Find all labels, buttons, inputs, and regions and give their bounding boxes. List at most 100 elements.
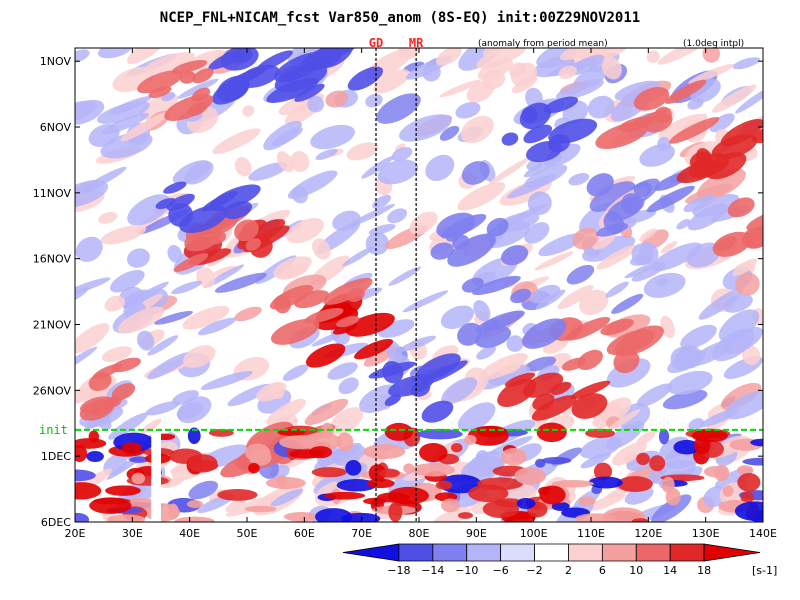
anomaly-cell (578, 496, 596, 506)
anomaly-cell (709, 113, 735, 133)
colorbar-swatch (635, 543, 671, 562)
anomaly-cell (662, 389, 708, 410)
anomaly-cell (234, 306, 262, 322)
anomaly-cell (440, 305, 475, 329)
anomaly-cell (327, 362, 358, 380)
x-tick-label: 80E (409, 527, 430, 540)
anomaly-cell (615, 325, 664, 356)
anomaly-cell (108, 96, 152, 115)
x-axis: 20E 30E 40E 50E 60E 70E 80E 90E 100E 110E 120E 130E… (65, 48, 777, 540)
anomaly-cell (660, 241, 678, 254)
anomaly-cell (657, 48, 707, 65)
anomaly-cell (100, 132, 153, 159)
anomaly-cell (120, 112, 169, 142)
anomaly-cell (578, 289, 609, 316)
anomaly-cell (440, 498, 460, 513)
anomaly-cell (75, 346, 98, 374)
anomaly-cell (702, 48, 720, 63)
anomaly-cell (587, 95, 615, 119)
anomaly-cell (127, 48, 169, 65)
anomaly-cell (310, 124, 355, 150)
anomaly-cell (372, 194, 392, 209)
anomaly-cell (651, 494, 692, 522)
anomaly-cell (435, 48, 462, 66)
anomaly-cell (345, 312, 395, 337)
anomaly-cell (391, 147, 413, 162)
anomaly-cell (147, 352, 192, 380)
chart-title: NCEP_FNL+NICAM_fcst Var850_anom (8S-EQ) … (160, 10, 640, 26)
anomaly-cell (294, 290, 330, 309)
anomaly-cell (182, 345, 216, 368)
x-tick-label: 40E (179, 527, 200, 540)
anomaly-cell (441, 377, 478, 405)
anomaly-cell (110, 269, 145, 293)
marker-label-gd: GD (369, 36, 383, 50)
anomaly-cell (177, 78, 219, 99)
anomaly-cell (724, 390, 763, 420)
anomaly-cell (137, 70, 183, 94)
anomaly-cell (368, 361, 416, 379)
anomaly-cell (722, 485, 734, 498)
anomaly-cell (368, 223, 396, 235)
anomaly-cell (501, 132, 519, 146)
chart-subtitle-left: (anomaly from period mean) (478, 39, 608, 49)
anomaly-cell (333, 322, 358, 335)
anomaly-cell (555, 79, 604, 100)
anomaly-cell (256, 50, 293, 72)
anomaly-cell (336, 316, 360, 328)
colorbar-label: −6 (493, 564, 509, 577)
x-tick-label: 140E (749, 527, 777, 540)
anomaly-cell (273, 51, 326, 83)
anomaly-cell (691, 429, 728, 443)
anomaly-cell (683, 194, 716, 213)
anomaly-cell (636, 431, 656, 446)
anomaly-cell (606, 196, 645, 222)
anomaly-cell (488, 364, 531, 385)
anomaly-cell (208, 230, 226, 245)
anomaly-cell (654, 106, 672, 124)
anomaly-cell (200, 370, 253, 390)
anomaly-cell (703, 466, 727, 478)
anomaly-cell (399, 335, 437, 352)
anomaly-cell (345, 460, 362, 476)
anomaly-cell (332, 210, 361, 232)
anomaly-cell (439, 125, 460, 141)
missing-data-band (151, 429, 161, 522)
overlay-lines (75, 48, 763, 522)
anomaly-cell (137, 330, 155, 351)
anomaly-cell (723, 326, 763, 354)
colorbar-swatch (669, 543, 705, 562)
anomaly-cell (596, 244, 638, 270)
anomaly-cell (464, 434, 477, 445)
colorbar-label: −10 (455, 564, 478, 577)
anomaly-cell (378, 319, 415, 338)
colorbar-swatch (466, 543, 502, 562)
colorbar-swatch (342, 543, 400, 562)
anomaly-cell (572, 227, 599, 250)
anomaly-cell (688, 63, 735, 84)
anomaly-cell (342, 246, 375, 267)
anomaly-cell (734, 501, 763, 521)
anomaly-cell (101, 346, 133, 362)
anomaly-cell (347, 66, 384, 91)
anomaly-cell (501, 245, 529, 266)
anomaly-cell (479, 352, 528, 381)
anomaly-cell (516, 498, 536, 509)
anomaly-cell (220, 48, 259, 71)
y-axis: init 1NOV 6NOV 11NOV 16NOV 21NOV 26NOV 1DEC 6DEC (33, 55, 763, 529)
anomaly-cell (363, 444, 406, 460)
anomaly-cell (460, 115, 494, 144)
x-tick-label: 100E (520, 527, 548, 540)
anomaly-cell (212, 128, 261, 155)
anomaly-cell (388, 374, 435, 397)
anomaly-cell (558, 65, 577, 80)
anomaly-cell (636, 383, 673, 407)
anomaly-cell (447, 233, 496, 267)
anomaly-cell (304, 308, 344, 324)
anomaly-cell (384, 394, 402, 406)
anomaly-cell (477, 477, 524, 491)
x-tick-label: 130E (692, 527, 720, 540)
anomaly-cell (100, 225, 147, 245)
colorbar-label: −18 (387, 564, 410, 577)
y-tick-label: 1NOV (40, 55, 72, 68)
